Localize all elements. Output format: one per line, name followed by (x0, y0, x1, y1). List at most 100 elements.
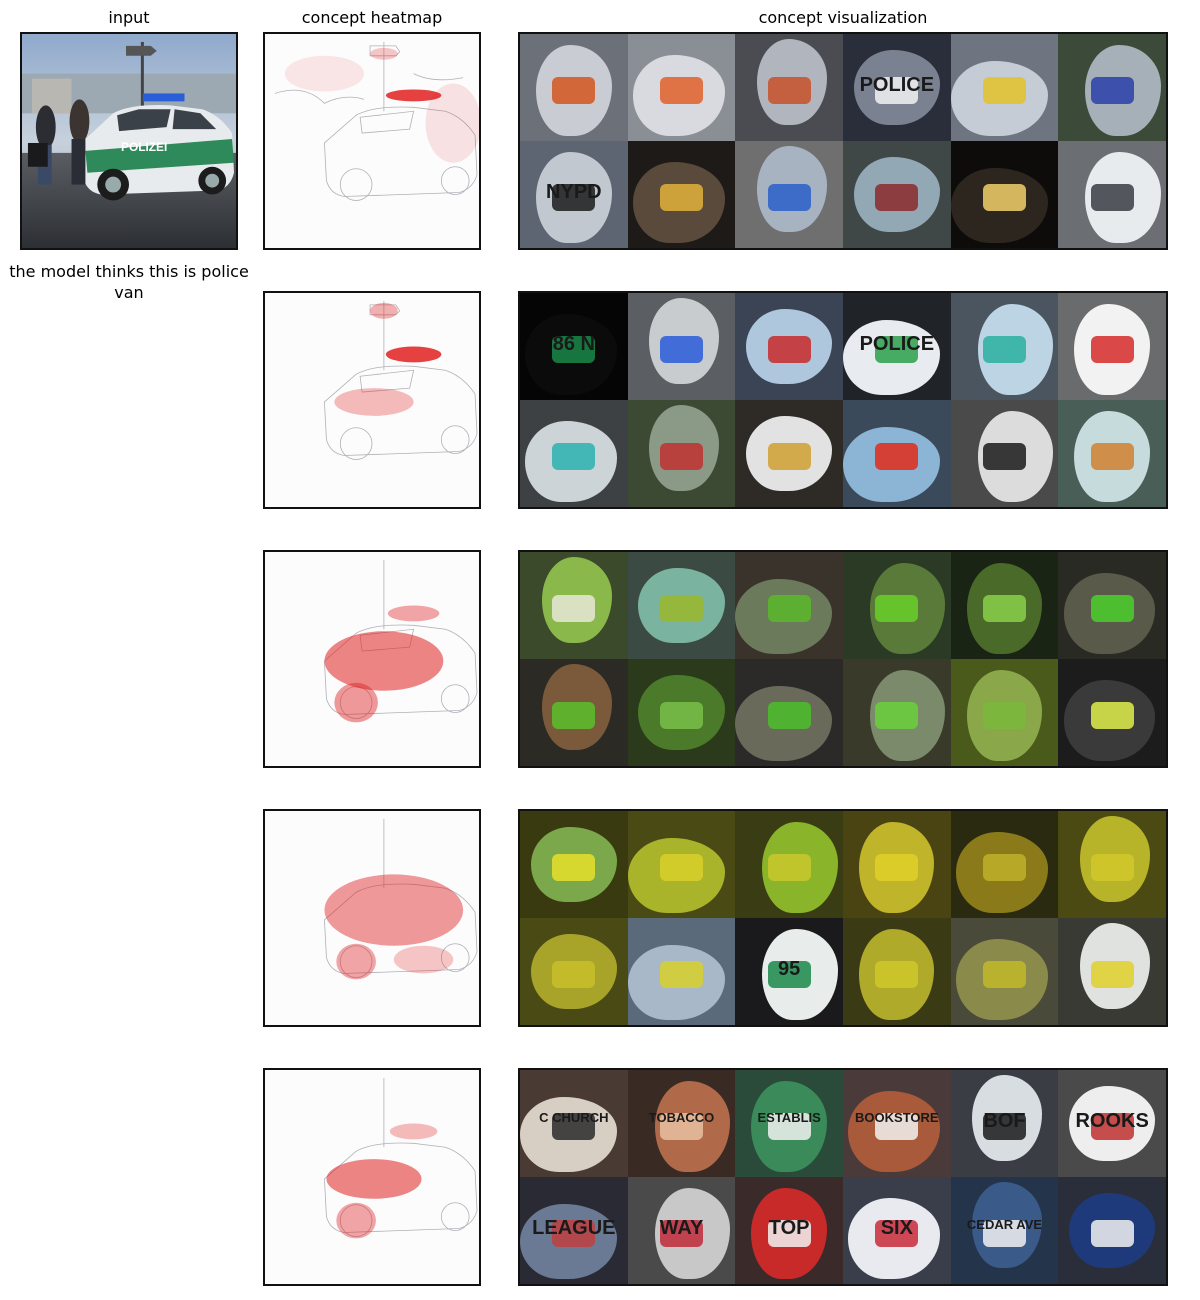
patch-detail (659, 442, 704, 470)
concept-heatmap-1 (263, 32, 481, 250)
patch-detail (875, 853, 919, 881)
concept-patch (520, 659, 628, 766)
concept-patch (735, 141, 843, 248)
patch-detail (767, 335, 811, 363)
patch-text: BOF (983, 1109, 1026, 1132)
patch-text: NYPD (546, 180, 602, 203)
visualization-grid (520, 552, 1166, 766)
concept-patch (735, 400, 843, 507)
patch-detail (659, 1219, 704, 1247)
patch-text: C CHURCH (539, 1109, 609, 1125)
visualization-grid: POLICE NYPD (520, 34, 1166, 248)
patch-detail (875, 76, 919, 104)
prediction-caption: the model thinks this is police van (9, 262, 249, 302)
concept-patch (627, 659, 736, 766)
patch-detail (767, 594, 811, 622)
concept-patch (950, 141, 1059, 248)
patch-detail (552, 1219, 596, 1247)
concept-patch (1058, 659, 1166, 766)
patch-text: 95 (778, 957, 801, 980)
patch-detail (552, 853, 596, 881)
patch-detail (875, 1219, 919, 1247)
heatmap-drawing (265, 293, 479, 507)
concept-patch (842, 552, 951, 659)
patch-detail (659, 183, 704, 211)
patch-detail (659, 701, 704, 729)
patch-text: TOP (768, 1216, 810, 1239)
patch-detail (659, 76, 704, 104)
concept-patch (1058, 1177, 1166, 1284)
visualization-grid: 86 N POLICE (520, 293, 1166, 507)
patch-detail (552, 1112, 596, 1140)
patch-text: ESTABLIS (757, 1109, 821, 1125)
visualization-grid: C CHURCH TOBACCO ESTABLIS BOOKSTORE BOF ROOKS… (520, 1070, 1166, 1284)
patch-detail (659, 1112, 704, 1140)
concept-patch (520, 400, 628, 507)
concept-patch: SIX (842, 1177, 951, 1284)
patch-text: POLICE (859, 332, 935, 355)
concept-heatmap-4 (263, 809, 481, 1027)
concept-patch (950, 918, 1059, 1025)
patch-detail (767, 76, 811, 104)
patch-detail (982, 594, 1027, 622)
concept-patch (950, 400, 1059, 507)
patch-detail (1090, 701, 1134, 729)
heatmap-drawing (265, 1070, 479, 1284)
patch-detail (767, 701, 811, 729)
concept-patch (627, 400, 736, 507)
concept-patch: WAY (627, 1177, 736, 1284)
patch-detail (552, 442, 596, 470)
concept-heatmap-2 (263, 291, 481, 509)
concept-patch: LEAGUE (520, 1177, 628, 1284)
concept-visualization-2: 86 N POLICE (518, 291, 1168, 509)
patch-detail (1090, 442, 1134, 470)
patch-detail (767, 960, 811, 988)
concept-patch: C CHURCH (520, 1070, 628, 1177)
concept-patch (520, 552, 628, 659)
patch-detail (1090, 183, 1134, 211)
patch-detail (875, 335, 919, 363)
police-car-text: POLIZEI (121, 140, 167, 154)
concept-patch (520, 34, 628, 141)
patch-detail (982, 442, 1027, 470)
patch-text: 86 N (552, 332, 595, 355)
patch-detail (1090, 853, 1134, 881)
patch-detail (875, 442, 919, 470)
concept-visualization-3 (518, 550, 1168, 768)
concept-patch: NYPD (520, 141, 628, 248)
patch-detail (1090, 335, 1134, 363)
concept-patch (950, 552, 1059, 659)
patch-detail (1090, 1112, 1134, 1140)
patch-detail (982, 1219, 1027, 1247)
patch-text: BOOKSTORE (855, 1109, 939, 1125)
patch-detail (552, 183, 596, 211)
patch-detail (767, 1112, 811, 1140)
patch-detail (982, 960, 1027, 988)
concept-patch (1058, 400, 1166, 507)
patch-detail (767, 442, 811, 470)
patch-detail (1090, 76, 1134, 104)
concept-patch (627, 918, 736, 1025)
input-image-drawing: POLIZEI (22, 34, 236, 248)
patch-detail (552, 701, 596, 729)
visualization-grid: 95 (520, 811, 1166, 1025)
concept-heatmap-3 (263, 550, 481, 768)
concept-patch (950, 293, 1059, 400)
concept-patch (842, 400, 951, 507)
concept-patch (1058, 811, 1166, 918)
concept-patch: 86 N (520, 293, 628, 400)
patch-detail (552, 335, 596, 363)
concept-patch (842, 811, 951, 918)
concept-patch (735, 34, 843, 141)
patch-detail (982, 701, 1027, 729)
concept-patch: TOP (735, 1177, 843, 1284)
patch-detail (659, 594, 704, 622)
concept-visualization-5: C CHURCH TOBACCO ESTABLIS BOOKSTORE BOF ROOKS… (518, 1068, 1168, 1286)
patch-detail (659, 960, 704, 988)
patch-detail (767, 183, 811, 211)
patch-detail (982, 76, 1027, 104)
patch-detail (982, 1112, 1027, 1140)
patch-text: ROOKS (1075, 1109, 1149, 1132)
concept-patch (842, 141, 951, 248)
concept-patch (520, 918, 628, 1025)
